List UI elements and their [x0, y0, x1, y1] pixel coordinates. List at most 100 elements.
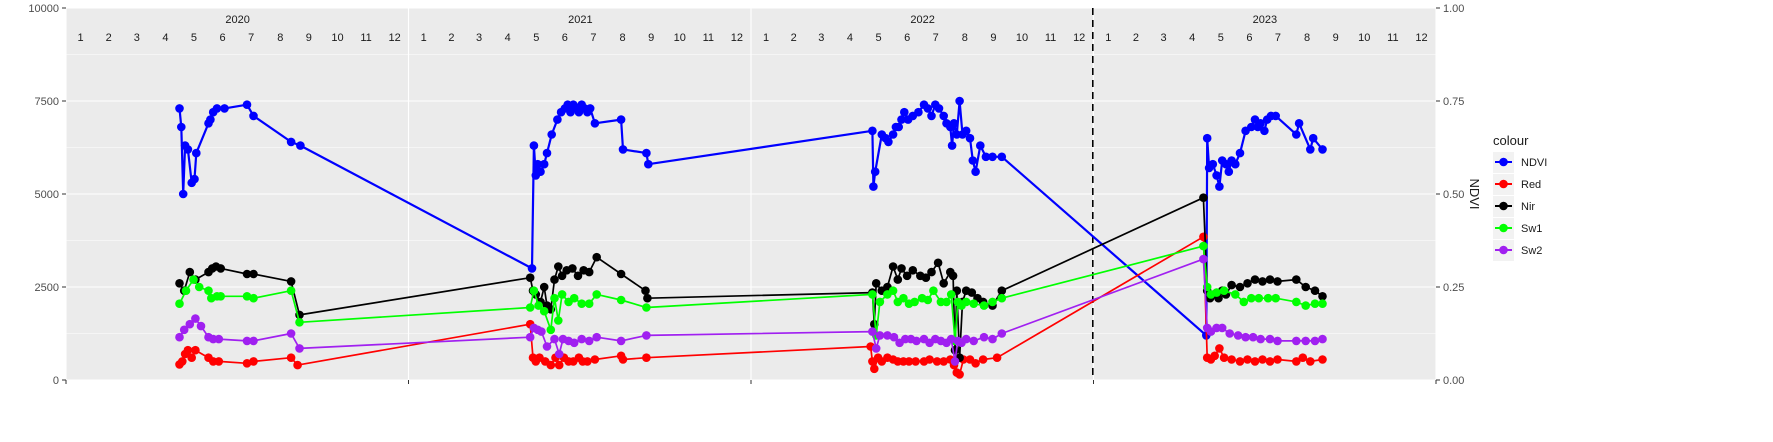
data-point-ndvi	[900, 107, 909, 117]
data-point-red	[971, 359, 980, 368]
legend-label: Sw1	[1521, 223, 1542, 235]
data-point-sw1	[1219, 286, 1229, 296]
data-point-sw2	[1225, 329, 1234, 338]
data-point-ndvi	[1271, 111, 1280, 121]
data-point-sw1	[888, 286, 898, 296]
data-point-sw2	[950, 357, 960, 366]
data-point-sw2	[592, 332, 601, 342]
data-point-ndvi	[585, 104, 595, 113]
data-point-sw2	[871, 344, 881, 353]
data-point-ndvi	[955, 96, 964, 106]
month-label: 9	[648, 32, 654, 44]
data-point-nir	[871, 279, 881, 288]
data-point-nir	[554, 262, 563, 271]
data-point-sw2	[525, 332, 535, 342]
data-point-red	[1219, 353, 1229, 363]
y-axis-left: 0 2500 5000 7500 10000	[28, 3, 66, 387]
data-point-ndvi	[178, 189, 188, 199]
data-point-sw1	[969, 299, 978, 309]
data-point-sw2	[1241, 332, 1250, 342]
data-point-sw1	[295, 318, 304, 327]
data-point-ndvi	[183, 145, 193, 154]
month-label: 6	[562, 32, 568, 44]
data-point-ndvi	[1231, 159, 1240, 169]
data-point-red	[249, 357, 258, 366]
data-point-sw2	[214, 334, 224, 344]
data-point-ndvi	[988, 152, 997, 162]
data-point-ndvi	[1215, 182, 1224, 191]
data-point-nir	[616, 269, 626, 279]
data-series	[175, 96, 1327, 379]
data-point-ndvi	[644, 159, 653, 169]
month-label: 6	[904, 32, 910, 44]
month-label: 5	[533, 32, 539, 44]
y2-tick-label: 0.25	[1443, 282, 1464, 294]
month-label: 9	[990, 32, 996, 44]
data-point-red	[1250, 357, 1260, 366]
data-point-red	[1215, 344, 1224, 353]
data-point-sw2	[550, 334, 559, 344]
data-point-ndvi	[618, 145, 628, 154]
data-point-sw1	[868, 290, 877, 299]
data-point-sw1	[1292, 297, 1301, 307]
data-point-ndvi	[927, 111, 936, 121]
y-tick-label: 0	[53, 375, 59, 387]
y2-tick-label: 0.00	[1443, 375, 1464, 387]
data-point-ndvi	[961, 126, 971, 136]
data-point-red	[242, 359, 252, 368]
data-point-ndvi	[1294, 119, 1304, 128]
data-point-ndvi	[220, 104, 229, 113]
data-point-sw2	[642, 331, 651, 340]
month-label: 7	[590, 32, 596, 44]
data-point-sw1	[242, 292, 252, 301]
data-point-red	[1227, 355, 1236, 364]
data-point-sw2	[185, 319, 195, 329]
data-point-ndvi	[971, 167, 980, 176]
month-label: 10	[1016, 32, 1028, 44]
month-label: 4	[1189, 32, 1195, 44]
data-point-nir	[1243, 279, 1252, 288]
series-sw1	[175, 241, 1327, 346]
data-point-red	[618, 355, 628, 364]
month-label: 8	[962, 32, 968, 44]
month-label: 9	[306, 32, 312, 44]
data-point-nir	[888, 262, 898, 271]
data-point-red	[904, 357, 914, 366]
legend-label: Sw2	[1521, 245, 1542, 257]
legend-label: NDVI	[1521, 157, 1547, 169]
month-label: 3	[818, 32, 824, 44]
year-label: 2022	[910, 14, 934, 26]
data-point-ndvi	[897, 115, 906, 124]
data-point-red	[932, 357, 942, 366]
month-label: 8	[1304, 32, 1310, 44]
data-point-ndvi	[529, 141, 539, 150]
data-point-red	[1306, 357, 1315, 366]
data-point-sw1	[1231, 290, 1240, 299]
month-label: 8	[277, 32, 283, 44]
month-label: 10	[331, 32, 343, 44]
data-point-sw1	[1301, 301, 1310, 310]
data-point-ndvi	[553, 115, 562, 124]
data-point-ndvi	[1208, 159, 1218, 169]
data-point-sw1	[204, 286, 213, 296]
year-label: 2021	[568, 14, 592, 26]
data-point-ndvi	[1247, 122, 1256, 132]
data-point-nir	[286, 277, 296, 286]
month-label: 1	[763, 32, 769, 44]
data-point-nir	[948, 271, 958, 281]
month-label: 3	[134, 32, 140, 44]
data-point-red	[1292, 357, 1301, 366]
y-tick-label: 2500	[35, 282, 59, 294]
data-point-nir	[641, 286, 650, 296]
data-point-nir	[1227, 280, 1236, 290]
data-point-ndvi	[616, 115, 626, 124]
data-point-sw1	[899, 293, 908, 303]
data-point-ndvi	[533, 159, 542, 169]
data-point-sw1	[1199, 241, 1208, 251]
data-point-sw2	[537, 327, 546, 336]
month-label: 2	[448, 32, 454, 44]
data-point-red	[1273, 355, 1282, 364]
data-point-ndvi	[939, 111, 948, 121]
data-point-nir	[1292, 275, 1301, 284]
data-point-nir	[908, 266, 918, 275]
